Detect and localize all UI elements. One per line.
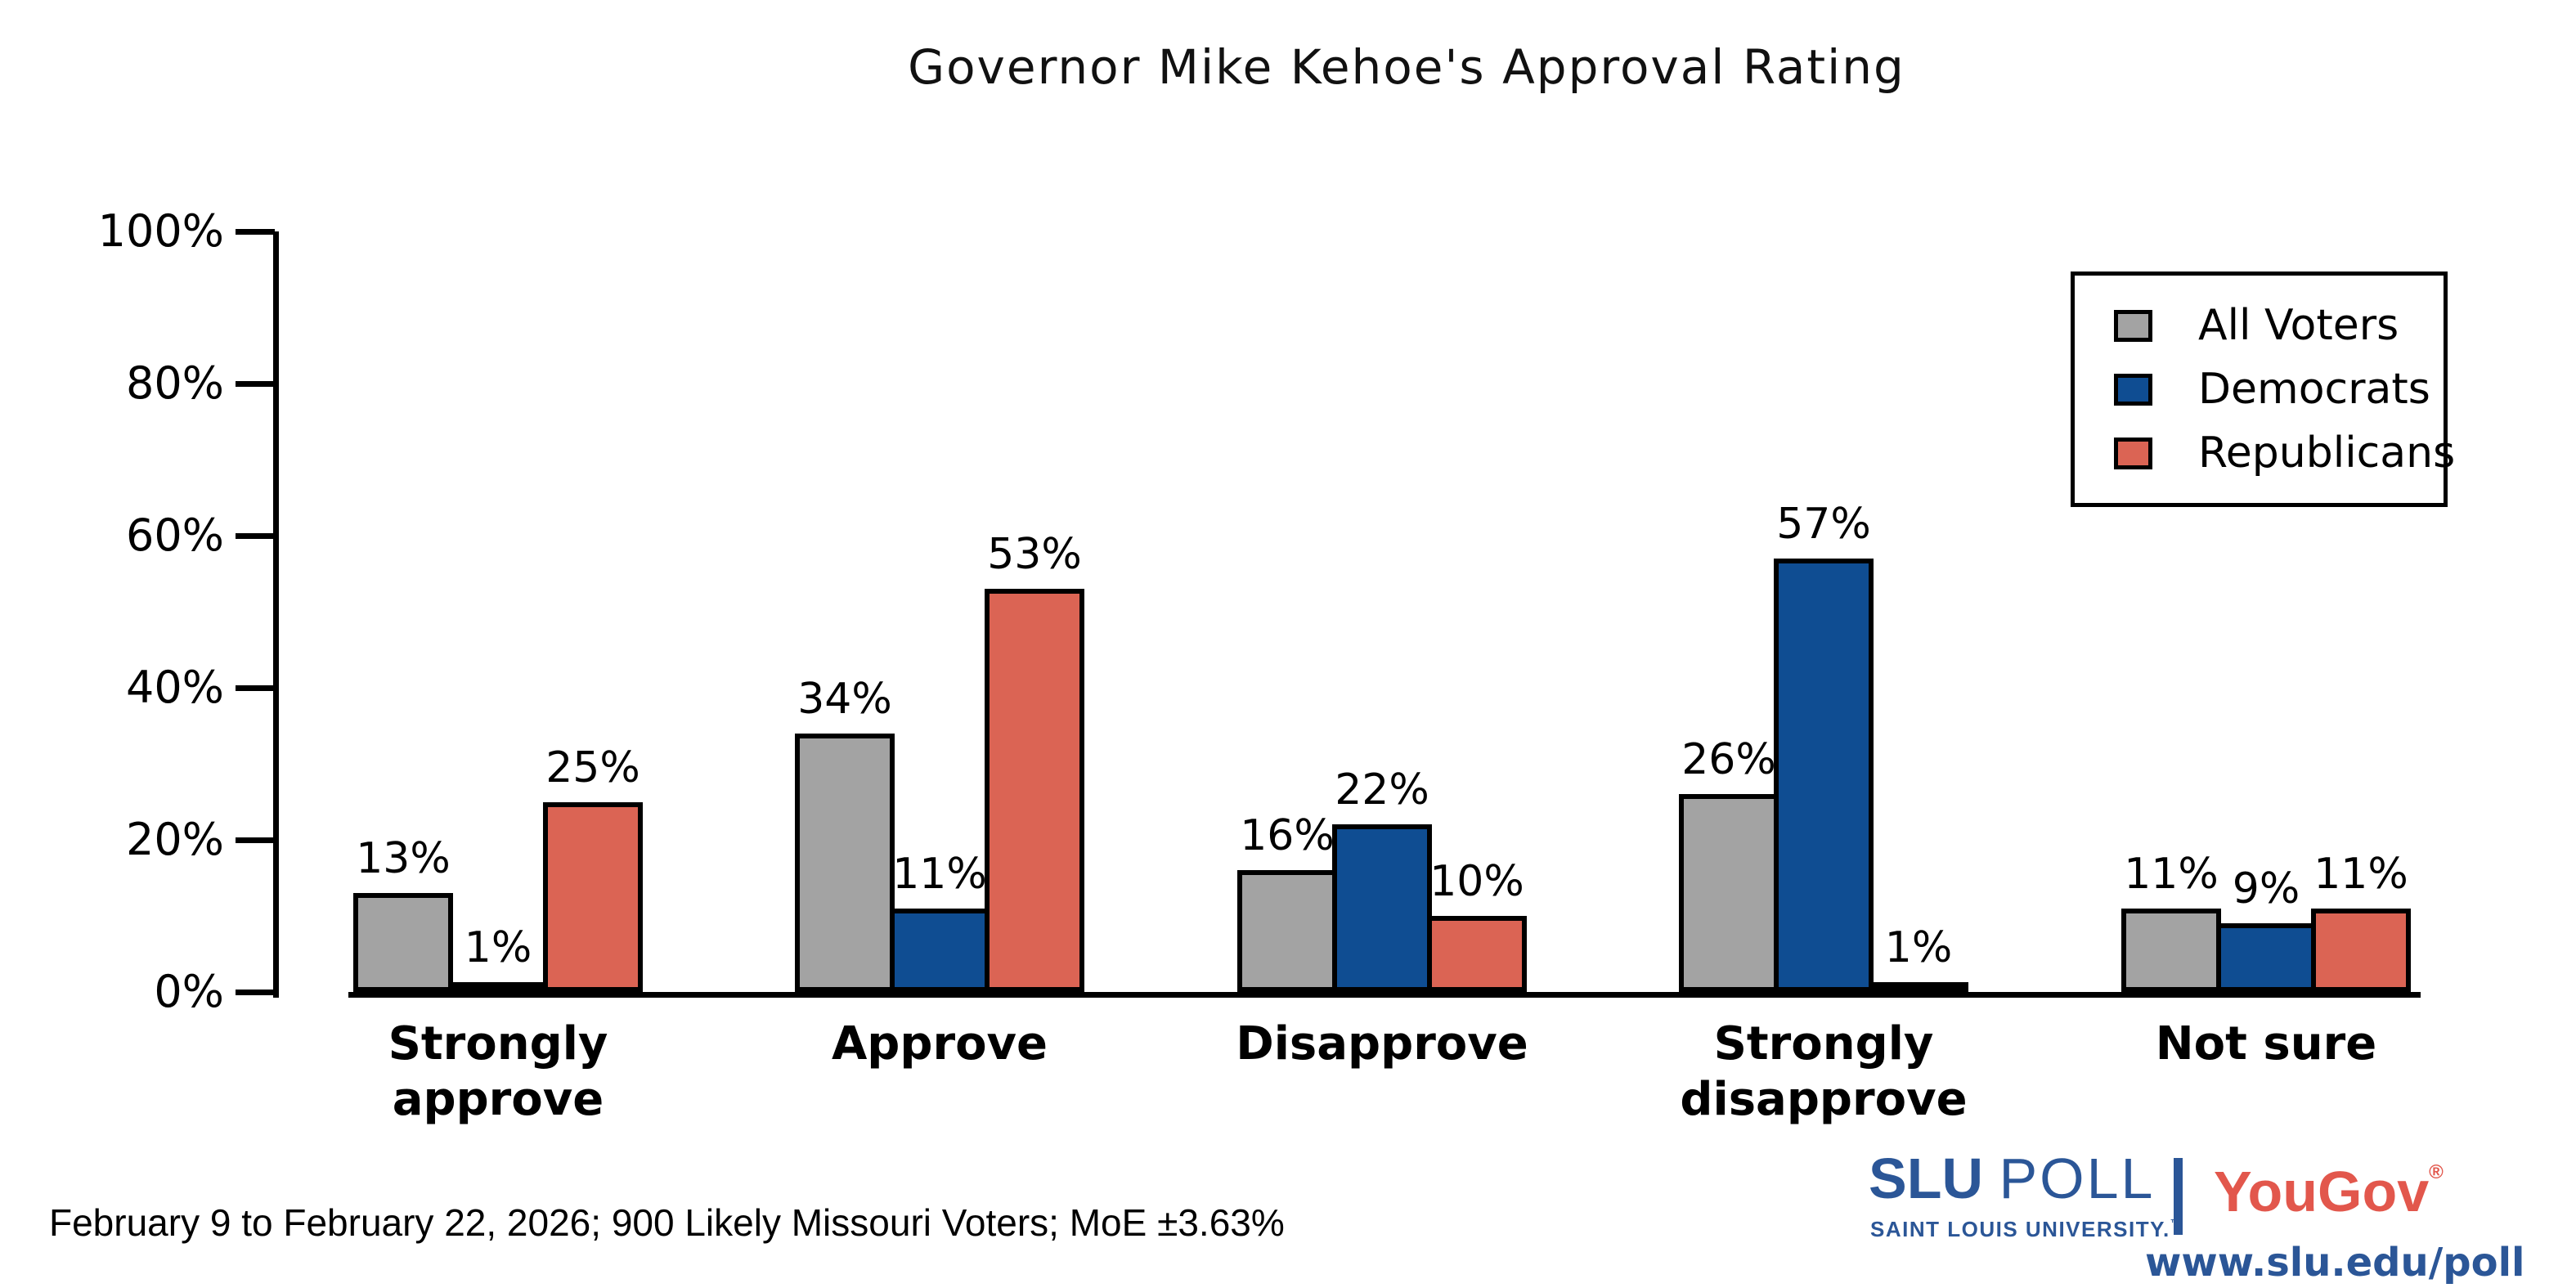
bar-democrats xyxy=(1774,558,1874,992)
bar-group: 13% 1% 25% xyxy=(353,231,643,992)
bar-column: 57% xyxy=(1774,503,1874,992)
registered-symbol: ® xyxy=(2429,1161,2444,1183)
y-axis-line xyxy=(273,231,279,998)
bar-value-label: 25% xyxy=(545,743,640,792)
bar-value-label: 22% xyxy=(1335,765,1429,815)
yougov-logo-text: YouGov xyxy=(2214,1160,2430,1223)
y-axis-tick xyxy=(236,837,275,843)
legend-swatch xyxy=(2114,437,2152,469)
legend-label: Republicans xyxy=(2198,429,2456,478)
y-axis-tick xyxy=(236,685,275,691)
y-axis-tick-label: 60% xyxy=(125,509,224,561)
bar-column: 11% xyxy=(2121,853,2221,992)
y-axis-tick xyxy=(236,229,275,235)
bar-value-label: 13% xyxy=(356,834,451,884)
bar-value-label: 10% xyxy=(1429,857,1524,906)
y-axis-tick xyxy=(236,533,275,539)
y-axis-tick-label: 40% xyxy=(125,662,224,713)
y-axis-tick-label: 20% xyxy=(125,814,224,865)
bar-all-voters xyxy=(1679,794,1779,992)
bar-column: 25% xyxy=(543,743,643,992)
bar-all-voters xyxy=(353,893,453,992)
bar-value-label: 11% xyxy=(2313,849,2408,899)
yougov-logo: YouGov® xyxy=(2214,1160,2444,1223)
y-axis-tick-label: 100% xyxy=(97,205,224,257)
bar-democrats xyxy=(890,908,990,992)
bar-group: 16% 22% 10% xyxy=(1237,231,1527,992)
slu-poll-logo: SLU POLL xyxy=(1869,1150,2155,1207)
legend-swatch xyxy=(2114,309,2152,342)
bar-value-label: 1% xyxy=(464,923,532,972)
slu-poll-url: www.slu.edu/poll xyxy=(2145,1240,2525,1286)
x-axis-baseline xyxy=(348,992,2421,998)
bar-democrats xyxy=(2216,923,2316,992)
bar-group: 34% 11% 53% xyxy=(795,231,1084,992)
legend-label: All Voters xyxy=(2198,301,2399,350)
bar-column: 53% xyxy=(985,533,1084,992)
bar-column: 34% xyxy=(795,678,895,992)
bar-democrats xyxy=(1332,824,1432,992)
bar-value-label: 11% xyxy=(892,849,987,899)
bar-column: 10% xyxy=(1427,860,1527,992)
bar-value-label: 9% xyxy=(2232,864,2300,914)
category-label: Strongly disapprove xyxy=(1680,1017,1968,1127)
bar-value-label: 53% xyxy=(987,530,1082,580)
bar-republicans xyxy=(543,801,643,992)
bar-group: 11% 9% 11% xyxy=(2121,231,2411,992)
y-axis-tick-label: 80% xyxy=(125,357,224,409)
bar-value-label: 26% xyxy=(1681,735,1776,785)
category-label: Approve xyxy=(831,1017,1048,1070)
footnote: February 9 to February 22, 2026; 900 Lik… xyxy=(49,1201,1285,1244)
bar-all-voters xyxy=(795,733,895,992)
bar-republicans xyxy=(1869,982,1968,992)
bar-column: 13% xyxy=(353,837,453,992)
bar-column: 1% xyxy=(1869,927,1968,992)
bar-all-voters xyxy=(1237,870,1337,992)
bar-column: 11% xyxy=(890,853,990,992)
category-label: Strongly approve xyxy=(388,1017,608,1127)
y-axis-tick xyxy=(236,381,275,387)
bar-democrats xyxy=(448,982,548,992)
legend: All Voters Democrats Republicans xyxy=(2071,272,2455,507)
bar-republicans xyxy=(1427,916,1527,992)
slu-subtitle: SAINT LOUIS UNIVERSITY.™ xyxy=(1870,1217,2182,1242)
legend-item: Democrats xyxy=(2114,368,2444,411)
legend-label: Democrats xyxy=(2198,365,2430,414)
branding-block: SLU POLL SAINT LOUIS UNIVERSITY.™ YouGov… xyxy=(1869,1145,2524,1288)
legend-item: Republicans xyxy=(2114,432,2455,474)
legend-swatch xyxy=(2114,373,2152,406)
bar-column: 1% xyxy=(448,927,548,992)
category-label: Disapprove xyxy=(1236,1017,1528,1070)
chart-title: Governor Mike Kehoe's Approval Rating xyxy=(908,39,1905,95)
bar-value-label: 57% xyxy=(1776,499,1871,549)
bar-value-label: 16% xyxy=(1240,811,1335,861)
bar-column: 22% xyxy=(1332,769,1432,992)
bar-column: 16% xyxy=(1237,815,1337,992)
bar-value-label: 34% xyxy=(797,674,892,724)
bar-column: 26% xyxy=(1679,738,1779,992)
bar-group: 26% 57% 1% xyxy=(1679,231,1968,992)
slu-logo-text: SLU xyxy=(1869,1147,1983,1210)
bar-republicans xyxy=(985,589,1084,992)
bar-column: 11% xyxy=(2311,853,2411,992)
poll-logo-text: POLL xyxy=(1999,1147,2156,1210)
bar-value-label: 11% xyxy=(2124,849,2219,899)
brand-separator-bar xyxy=(2174,1158,2183,1235)
category-label: Not sure xyxy=(2155,1017,2377,1070)
bar-republicans xyxy=(2311,908,2411,992)
bar-value-label: 1% xyxy=(1884,923,1953,972)
slu-subtitle-text: SAINT LOUIS UNIVERSITY. xyxy=(1870,1217,2170,1241)
y-axis-tick xyxy=(236,990,275,995)
bar-all-voters xyxy=(2121,908,2221,992)
legend-item: All Voters xyxy=(2114,304,2444,347)
y-axis-tick-label: 0% xyxy=(154,966,224,1017)
bar-column: 9% xyxy=(2216,868,2316,992)
